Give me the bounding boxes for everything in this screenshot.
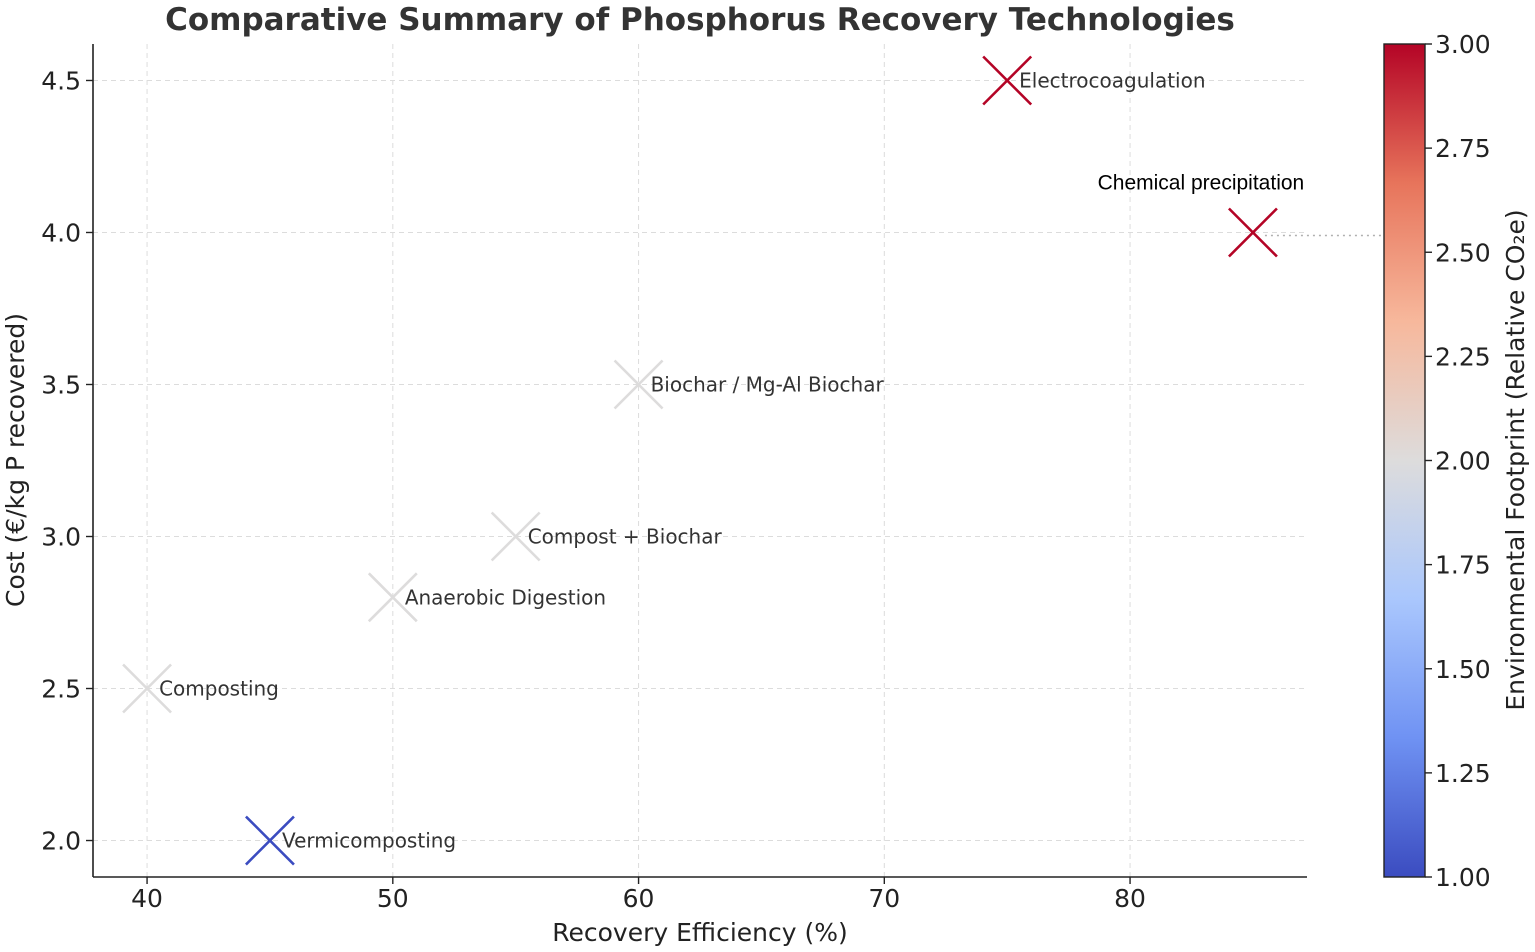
- colorbar-label: Environmental Footprint (Relative CO₂e): [1501, 209, 1530, 710]
- data-point-marker: [490, 511, 541, 562]
- data-point-marker: [122, 663, 172, 714]
- chart-title: Comparative Summary of Phosphorus Recove…: [165, 2, 1235, 38]
- x-tick-label: 50: [377, 884, 409, 913]
- data-point-marker: [367, 572, 418, 623]
- point-label: Electrocoagulation: [1019, 68, 1205, 92]
- data-point-marker: [982, 55, 1033, 106]
- point-label: Compost + Biochar: [528, 525, 723, 549]
- colorbar-tick-label: 1.75: [1435, 551, 1491, 580]
- point-label: Biochar / Mg-Al Biochar: [651, 372, 885, 396]
- x-axis-label: Recovery Efficiency (%): [552, 918, 848, 947]
- colorbar-tick-label: 1.25: [1435, 759, 1491, 788]
- data-point-marker: [245, 815, 295, 866]
- grid-lines: [93, 44, 1307, 877]
- y-tick-label: 4.5: [41, 66, 81, 95]
- y-tick-label: 4.0: [41, 218, 81, 247]
- colorbar-tick-label: 1.50: [1435, 655, 1491, 684]
- data-point-marker: [1228, 207, 1278, 258]
- y-tick-label: 2.5: [41, 675, 81, 704]
- point-label: Composting: [159, 677, 279, 701]
- colorbar-tick-label: 2.75: [1435, 134, 1491, 163]
- y-tick-label: 3.0: [41, 523, 81, 552]
- x-tick-label: 40: [131, 884, 163, 913]
- data-point-marker: [613, 359, 664, 410]
- point-label: Anaerobic Digestion: [405, 585, 606, 609]
- colorbar-tick-label: 2.25: [1435, 342, 1491, 371]
- y-axis-label: Cost (€/kg P recovered): [1, 313, 30, 607]
- point-labels: Composting Vermicomposting Anaerobic Diges…: [159, 68, 1304, 852]
- y-tick-label: 2.0: [41, 827, 81, 856]
- colorbar-gradient: [1383, 43, 1426, 878]
- plot-axes: [92, 44, 1307, 878]
- point-label: Chemical precipitation: [1098, 171, 1305, 194]
- colorbar-tick-label: 2.00: [1435, 447, 1491, 476]
- x-tick-label: 60: [623, 884, 655, 913]
- axis-ticks: 40 50 60 70 80 2.0 2.5 3.0 3.5 4.0 4.5: [41, 66, 1146, 913]
- colorbar: 1.00 1.25 1.50 1.75 2.00 2.25 2.50 2.75 3.00: [1383, 30, 1491, 892]
- y-tick-label: 3.5: [41, 370, 81, 399]
- data-points: [122, 55, 1278, 866]
- x-tick-label: 80: [1114, 884, 1146, 913]
- colorbar-tick-label: 1.00: [1435, 863, 1491, 892]
- colorbar-tick-label: 3.00: [1435, 30, 1491, 59]
- point-label: Vermicomposting: [282, 829, 456, 853]
- colorbar-tick-label: 2.50: [1435, 238, 1491, 267]
- x-tick-label: 70: [868, 884, 900, 913]
